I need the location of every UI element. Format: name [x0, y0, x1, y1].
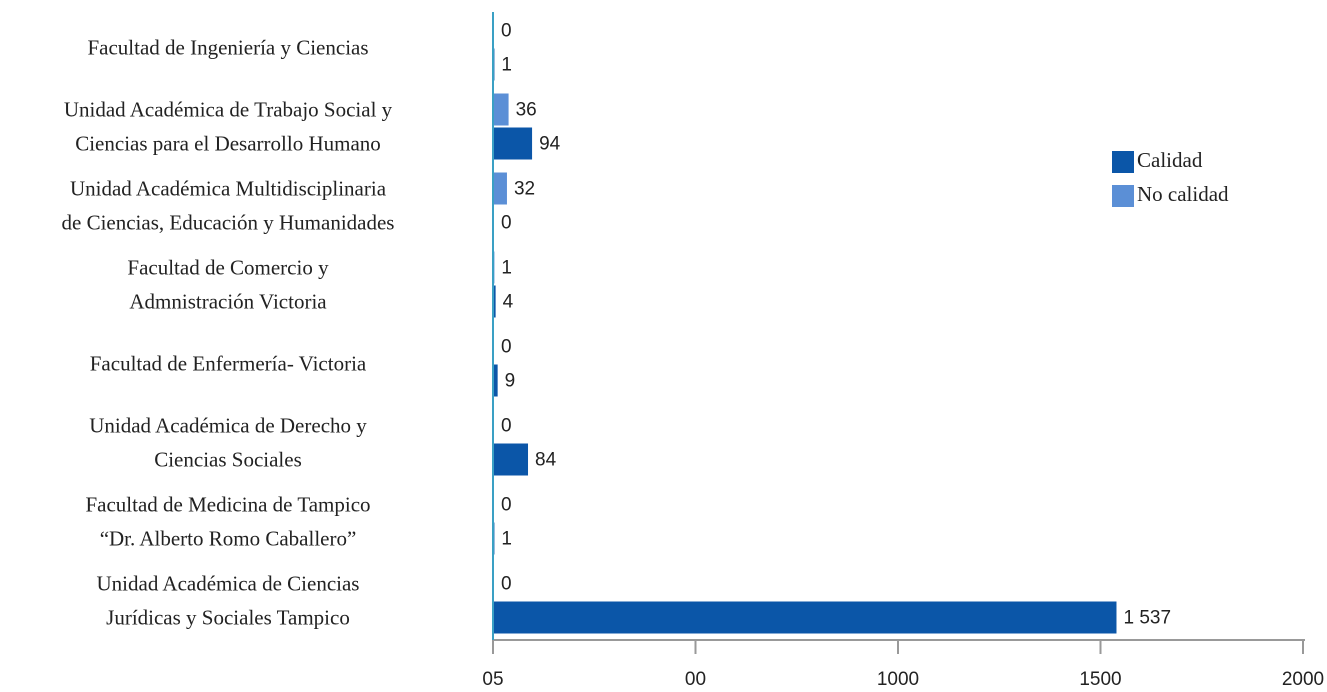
category-label: “Dr. Alberto Romo Caballero”	[100, 527, 357, 551]
value-label: 0	[501, 213, 512, 234]
value-label: 1	[501, 258, 512, 279]
x-tick-label: 2000	[1282, 669, 1324, 690]
bar	[494, 127, 533, 160]
category-label: Ciencias para el Desarrollo Humano	[75, 132, 381, 156]
x-tick-label: 1500	[1079, 669, 1121, 690]
value-label: 0	[501, 574, 512, 595]
value-label: 1 537	[1123, 608, 1171, 629]
value-label: 32	[514, 179, 535, 200]
value-label: 0	[501, 495, 512, 516]
category-label: Facultad de Ingeniería y Ciencias	[87, 36, 368, 60]
category-label: Facultad de Comercio y	[127, 256, 329, 280]
legend-label: Calidad	[1137, 148, 1203, 172]
legend-swatch	[1112, 151, 1134, 173]
category-label: Ciencias Sociales	[154, 448, 302, 472]
category-label: Unidad Académica de Derecho y	[89, 414, 367, 438]
category-label: Admnistración Victoria	[129, 290, 327, 314]
value-label: 1	[501, 55, 512, 76]
value-label: 36	[516, 100, 537, 121]
category-label: Facultad de Enfermería- Victoria	[90, 352, 367, 376]
legend-swatch	[1112, 185, 1134, 207]
value-label: 1	[501, 529, 512, 550]
value-label: 4	[503, 292, 514, 313]
category-label: Unidad Académica de Trabajo Social y	[64, 98, 393, 122]
legend-label: No calidad	[1137, 182, 1229, 206]
bar	[494, 285, 496, 318]
value-label: 9	[505, 371, 516, 392]
value-label: 84	[535, 450, 557, 471]
bar	[494, 364, 498, 397]
bar	[494, 172, 507, 205]
bar	[494, 93, 509, 126]
value-label: 0	[501, 337, 512, 358]
category-label: Jurídicas y Sociales Tampico	[106, 606, 350, 630]
category-label: Facultad de Medicina de Tampico	[85, 493, 370, 517]
category-label: de Ciencias, Educación y Humanidades	[62, 211, 395, 235]
value-label: 0	[501, 416, 512, 437]
category-label: Unidad Académica de Ciencias	[97, 572, 360, 596]
x-tick-label: 05	[482, 669, 503, 690]
value-label: 0	[501, 21, 512, 42]
category-label: Unidad Académica Multidisciplinaria	[70, 177, 387, 201]
x-tick-label: 00	[685, 669, 706, 690]
value-label: 94	[539, 134, 561, 155]
x-tick-label: 1000	[877, 669, 919, 690]
bar	[494, 601, 1117, 634]
bar	[494, 443, 529, 476]
